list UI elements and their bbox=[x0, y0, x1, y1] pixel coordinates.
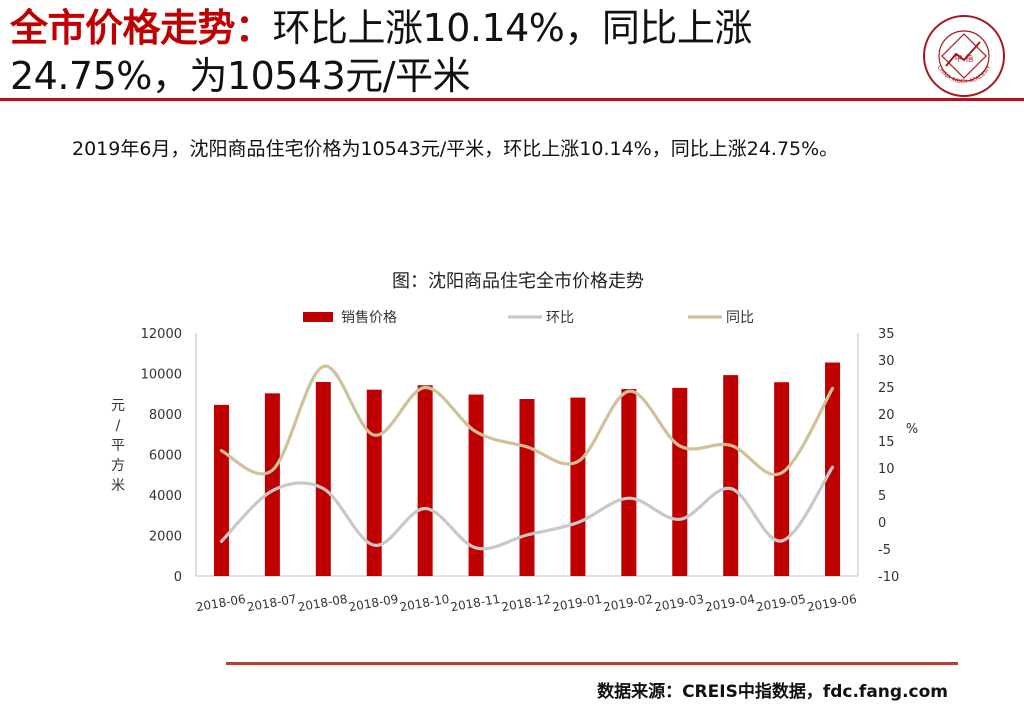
price-bar bbox=[468, 394, 484, 576]
line-series bbox=[219, 364, 835, 551]
x-tick-label: 2018-06 bbox=[195, 592, 247, 614]
right-tick-label: 20 bbox=[878, 408, 895, 423]
right-tick-label: 15 bbox=[878, 435, 895, 450]
slide-title: 全市价格走势：环比上涨10.14%，同比上涨24.75%，为10543元/平米 bbox=[10, 4, 910, 100]
x-tick-label: 2018-12 bbox=[500, 592, 552, 614]
right-tick-label: 35 bbox=[878, 327, 895, 342]
price-trend-chart: 图：沈阳商品住宅全市价格走势 销售价格 环比 同比 0 2000 4000 6000 800… bbox=[111, 271, 918, 614]
price-bar bbox=[213, 404, 229, 576]
right-tick-label: -5 bbox=[878, 543, 891, 558]
data-source: 数据来源：CREIS中指数据，fdc.fang.com bbox=[597, 682, 948, 702]
price-bar bbox=[774, 382, 790, 576]
left-axis-label-char: 方 bbox=[111, 458, 125, 474]
price-bar bbox=[672, 387, 688, 576]
bar-series bbox=[213, 362, 841, 576]
left-tick-label: 2000 bbox=[149, 530, 182, 545]
left-axis-label-char: / bbox=[116, 418, 121, 434]
right-tick-label: 0 bbox=[878, 516, 886, 531]
left-tick-label: 4000 bbox=[149, 489, 182, 504]
chart-legend: 销售价格 环比 同比 bbox=[303, 310, 754, 326]
right-tick-label: 10 bbox=[878, 462, 895, 477]
x-tick-label: 2019-02 bbox=[602, 592, 654, 614]
left-axis-label: 元 / 平方米 bbox=[111, 398, 125, 494]
price-bar bbox=[519, 399, 535, 576]
right-tick-label: -10 bbox=[878, 570, 899, 585]
x-tick-label: 2019-03 bbox=[653, 592, 705, 614]
chart-title: 图：沈阳商品住宅全市价格走势 bbox=[392, 271, 644, 292]
summary-text: 2019年6月，沈阳商品住宅价格为10543元/平米，环比上涨10.14%，同比… bbox=[72, 138, 839, 160]
left-axis-label-char: 米 bbox=[111, 478, 125, 494]
x-tick-label: 2018-07 bbox=[246, 592, 298, 614]
left-tick-label: 6000 bbox=[149, 449, 182, 464]
x-tick-label: 2018-10 bbox=[399, 592, 451, 614]
x-tick-label: 2019-05 bbox=[755, 592, 807, 614]
title-highlight: 全市价格走势： bbox=[10, 6, 273, 50]
footer-divider bbox=[226, 662, 958, 665]
price-bar bbox=[417, 385, 433, 576]
yoy-line bbox=[219, 364, 835, 477]
legend-label: 销售价格 bbox=[341, 310, 397, 326]
logo-diamond-icon bbox=[941, 33, 987, 79]
x-tick-label: 2018-08 bbox=[297, 592, 349, 614]
price-bar bbox=[315, 382, 331, 576]
logo-outer-ring-icon bbox=[923, 15, 1005, 97]
price-bar bbox=[570, 397, 586, 576]
x-tick-label: 2019-04 bbox=[704, 592, 756, 614]
legend-label: 环比 bbox=[546, 310, 574, 326]
legend-label: 同比 bbox=[726, 310, 754, 326]
right-tick-label: 25 bbox=[878, 381, 895, 396]
price-bar bbox=[264, 393, 280, 576]
price-bar bbox=[366, 389, 382, 576]
right-axis-label: % bbox=[906, 422, 918, 437]
left-axis-label-char: 平 bbox=[111, 438, 125, 454]
title-divider bbox=[0, 98, 1024, 101]
logo-inner-ring-icon bbox=[938, 30, 990, 82]
legend-swatch-bar bbox=[303, 312, 333, 322]
right-tick-label: 30 bbox=[878, 354, 895, 369]
x-tick-label: 2019-06 bbox=[806, 592, 858, 614]
left-tick-label: 0 bbox=[174, 570, 182, 585]
x-tick-label: 2018-11 bbox=[449, 592, 501, 614]
left-axis-label-char: 元 bbox=[111, 398, 125, 414]
price-bar bbox=[723, 375, 739, 576]
price-bar bbox=[621, 389, 637, 576]
chart-axes: 0 2000 4000 6000 8000 10000 12000 -10 -5 0 5 10 15 20… bbox=[111, 327, 918, 614]
mom-line bbox=[219, 465, 835, 551]
right-tick-label: 5 bbox=[878, 489, 886, 504]
left-tick-label: 8000 bbox=[149, 408, 182, 423]
logo-trend-icon bbox=[945, 41, 981, 67]
left-tick-label: 10000 bbox=[141, 368, 182, 383]
x-tick-label: 2019-01 bbox=[551, 592, 603, 614]
title-rest: 环比上涨10.14%，同比上涨24.75%，为10543元/平米 bbox=[10, 6, 752, 98]
china-index-academy-logo: 中 指 CHINA INDEX ACADEMY bbox=[923, 15, 1005, 97]
logo-center-text: 中 指 bbox=[955, 53, 974, 63]
x-tick-label: 2018-09 bbox=[348, 592, 400, 614]
left-tick-label: 12000 bbox=[141, 327, 182, 342]
